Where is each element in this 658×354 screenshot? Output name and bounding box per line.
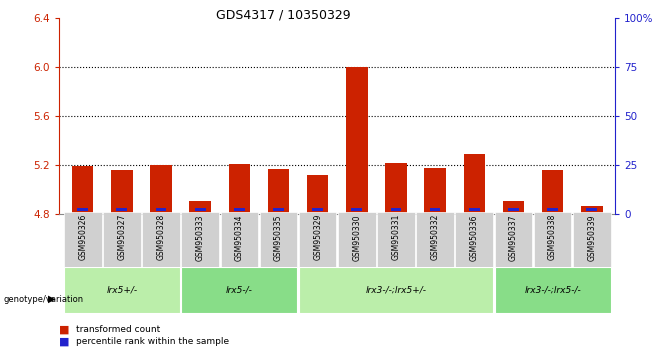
Bar <box>220 212 258 267</box>
Text: transformed count: transformed count <box>76 325 160 334</box>
Text: GSM950337: GSM950337 <box>509 214 518 261</box>
Text: lrx5+/-: lrx5+/- <box>107 286 138 295</box>
Bar <box>391 208 401 211</box>
Text: GSM950327: GSM950327 <box>117 214 126 261</box>
Text: GSM950338: GSM950338 <box>548 214 557 261</box>
Text: GDS4317 / 10350329: GDS4317 / 10350329 <box>216 9 350 22</box>
Bar <box>78 208 88 211</box>
Bar <box>64 267 180 313</box>
Bar <box>463 154 485 214</box>
Bar <box>534 212 571 267</box>
Bar <box>455 212 493 267</box>
Bar <box>182 212 219 267</box>
Bar <box>111 170 133 214</box>
Text: GSM950336: GSM950336 <box>470 214 479 261</box>
Text: GSM950330: GSM950330 <box>352 214 361 261</box>
Text: GSM950326: GSM950326 <box>78 214 88 261</box>
Bar <box>156 208 166 211</box>
Bar <box>195 208 205 211</box>
Text: GSM950332: GSM950332 <box>430 214 440 261</box>
Bar <box>469 208 480 211</box>
Bar <box>64 212 101 267</box>
Bar <box>385 162 407 214</box>
Text: ■: ■ <box>59 324 70 334</box>
Bar <box>542 170 563 214</box>
Bar <box>586 208 597 211</box>
Bar <box>150 165 172 214</box>
Text: GSM950328: GSM950328 <box>157 214 166 260</box>
Bar <box>338 212 376 267</box>
Bar <box>503 201 524 214</box>
Bar <box>346 67 368 214</box>
Text: lrx3-/-;lrx5-/-: lrx3-/-;lrx5-/- <box>524 286 581 295</box>
Bar <box>268 169 290 214</box>
Bar <box>228 164 250 214</box>
Bar <box>313 208 323 211</box>
Bar <box>190 201 211 214</box>
Text: lrx3-/-;lrx5+/-: lrx3-/-;lrx5+/- <box>365 286 426 295</box>
Text: GSM950329: GSM950329 <box>313 214 322 261</box>
Bar <box>307 175 328 214</box>
Bar <box>299 267 493 313</box>
Text: lrx5-/-: lrx5-/- <box>226 286 253 295</box>
Text: GSM950339: GSM950339 <box>587 214 596 261</box>
Bar <box>430 208 440 211</box>
Bar <box>299 212 336 267</box>
Bar <box>417 212 454 267</box>
Bar <box>260 212 297 267</box>
Bar <box>573 212 611 267</box>
Bar <box>273 208 284 211</box>
Bar <box>182 267 297 313</box>
Bar <box>547 208 558 211</box>
Bar <box>234 208 245 211</box>
Bar <box>72 166 93 214</box>
Bar <box>495 267 611 313</box>
Bar <box>495 212 532 267</box>
Bar <box>103 212 141 267</box>
Text: ■: ■ <box>59 337 70 347</box>
Bar <box>424 167 446 214</box>
Text: GSM950334: GSM950334 <box>235 214 244 261</box>
Bar <box>351 208 362 211</box>
Text: GSM950333: GSM950333 <box>195 214 205 261</box>
Bar <box>581 206 603 214</box>
Text: genotype/variation: genotype/variation <box>3 295 84 304</box>
Bar <box>116 208 127 211</box>
Bar <box>377 212 415 267</box>
Text: percentile rank within the sample: percentile rank within the sample <box>76 337 229 346</box>
Bar <box>142 212 180 267</box>
Bar <box>508 208 519 211</box>
Text: GSM950331: GSM950331 <box>392 214 401 261</box>
Text: ▶: ▶ <box>49 294 56 304</box>
Text: GSM950335: GSM950335 <box>274 214 283 261</box>
